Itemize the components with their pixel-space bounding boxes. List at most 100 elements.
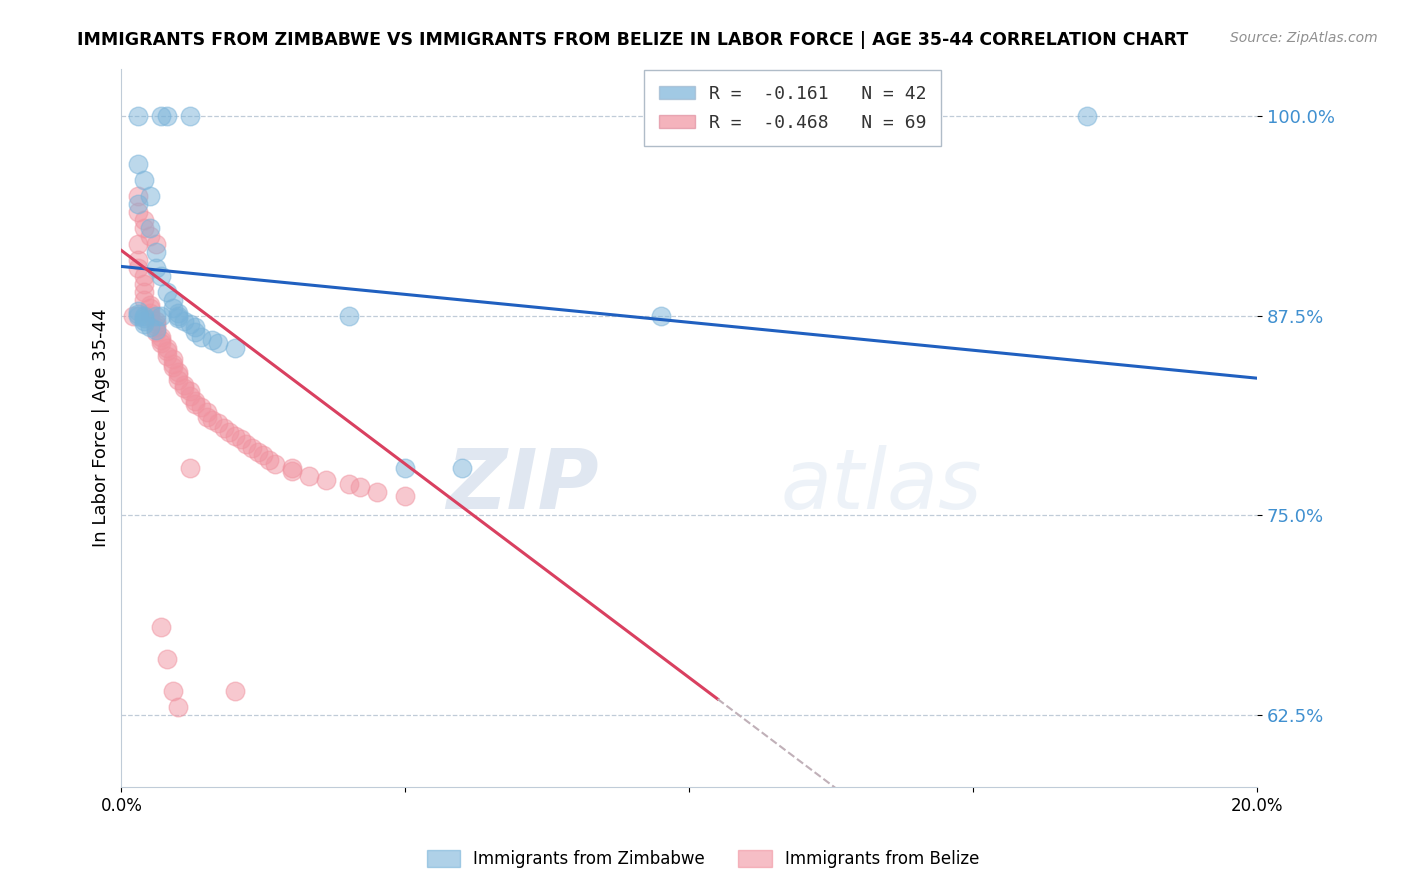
- Point: [224, 684, 246, 698]
- Point: [246, 444, 269, 458]
- Point: [167, 700, 190, 714]
- Point: [650, 309, 672, 323]
- Point: [145, 323, 167, 337]
- Point: [207, 416, 229, 430]
- Point: [263, 458, 285, 472]
- Point: [127, 309, 149, 323]
- Point: [145, 309, 167, 323]
- Point: [184, 393, 207, 408]
- Point: [1076, 110, 1098, 124]
- Point: [145, 320, 167, 334]
- Point: [240, 442, 263, 456]
- Point: [121, 309, 143, 323]
- Point: [207, 336, 229, 351]
- Point: [127, 189, 149, 203]
- Point: [167, 373, 190, 387]
- Point: [134, 309, 156, 323]
- Point: [167, 310, 190, 325]
- Point: [281, 460, 304, 475]
- Point: [145, 317, 167, 331]
- Point: [184, 397, 207, 411]
- Point: [394, 489, 416, 503]
- Point: [150, 620, 173, 634]
- Point: [235, 436, 257, 450]
- Point: [179, 384, 201, 398]
- Point: [179, 317, 201, 331]
- Point: [150, 309, 173, 323]
- Point: [127, 307, 149, 321]
- Point: [218, 425, 240, 440]
- Point: [179, 389, 201, 403]
- Point: [252, 448, 274, 462]
- Point: [139, 221, 162, 235]
- Point: [224, 428, 246, 442]
- Point: [127, 237, 149, 252]
- Legend: R =  -0.161   N = 42, R =  -0.468   N = 69: R = -0.161 N = 42, R = -0.468 N = 69: [644, 70, 942, 146]
- Point: [127, 110, 149, 124]
- Point: [315, 474, 337, 488]
- Point: [127, 304, 149, 318]
- Point: [162, 684, 184, 698]
- Text: atlas: atlas: [780, 444, 981, 525]
- Point: [127, 261, 149, 276]
- Point: [337, 309, 360, 323]
- Point: [257, 452, 280, 467]
- Point: [150, 333, 173, 347]
- Point: [134, 173, 156, 187]
- Point: [337, 476, 360, 491]
- Point: [150, 336, 173, 351]
- Point: [167, 309, 190, 323]
- Point: [145, 261, 167, 276]
- Point: [156, 110, 179, 124]
- Point: [156, 344, 179, 359]
- Point: [134, 310, 156, 325]
- Point: [195, 409, 218, 424]
- Point: [201, 413, 224, 427]
- Point: [162, 357, 184, 371]
- Point: [212, 420, 235, 434]
- Point: [179, 460, 201, 475]
- Point: [145, 325, 167, 339]
- Point: [179, 110, 201, 124]
- Point: [139, 189, 162, 203]
- Point: [145, 237, 167, 252]
- Point: [127, 157, 149, 171]
- Point: [167, 306, 190, 320]
- Point: [173, 314, 195, 328]
- Point: [281, 464, 304, 478]
- Point: [150, 268, 173, 283]
- Point: [156, 285, 179, 299]
- Point: [167, 368, 190, 382]
- Point: [139, 229, 162, 244]
- Point: [134, 317, 156, 331]
- Point: [184, 320, 207, 334]
- Point: [145, 245, 167, 260]
- Point: [201, 333, 224, 347]
- Point: [394, 460, 416, 475]
- Point: [167, 365, 190, 379]
- Point: [134, 268, 156, 283]
- Legend: Immigrants from Zimbabwe, Immigrants from Belize: Immigrants from Zimbabwe, Immigrants fro…: [420, 843, 986, 875]
- Point: [134, 314, 156, 328]
- Point: [134, 221, 156, 235]
- Point: [134, 277, 156, 291]
- Point: [162, 352, 184, 367]
- Text: ZIP: ZIP: [446, 444, 599, 525]
- Point: [139, 309, 162, 323]
- Point: [139, 306, 162, 320]
- Point: [224, 341, 246, 355]
- Point: [190, 400, 212, 414]
- Point: [156, 652, 179, 666]
- Point: [173, 381, 195, 395]
- Point: [139, 301, 162, 315]
- Point: [156, 349, 179, 363]
- Point: [150, 329, 173, 343]
- Point: [195, 405, 218, 419]
- Point: [134, 293, 156, 307]
- Point: [349, 480, 371, 494]
- Point: [229, 432, 252, 446]
- Point: [134, 213, 156, 227]
- Text: Source: ZipAtlas.com: Source: ZipAtlas.com: [1230, 31, 1378, 45]
- Point: [298, 468, 321, 483]
- Point: [156, 341, 179, 355]
